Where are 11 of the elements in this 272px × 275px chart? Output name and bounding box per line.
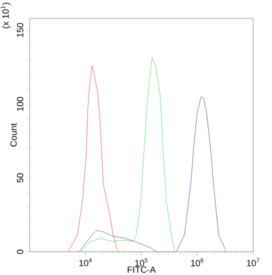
x-tick-label: 10$^{5}$ (135, 258, 148, 266)
x-tick-label: 10$^{6}$ (191, 258, 204, 266)
y-tick-label: 50 (17, 173, 24, 183)
text: (x 10$^{1}$) (0, 2, 11, 28)
y-tick-label: 150 (17, 23, 24, 37)
x-tick-label: 10$^{7}$ (247, 258, 260, 266)
x-axis-title: FITC-A (128, 266, 156, 273)
y-tick-label: 100 (17, 96, 24, 111)
y-axis-title: Count (10, 123, 17, 147)
x-tick-label: 10$^{4}$ (80, 258, 92, 266)
y-tick-label: 0 (17, 250, 24, 254)
